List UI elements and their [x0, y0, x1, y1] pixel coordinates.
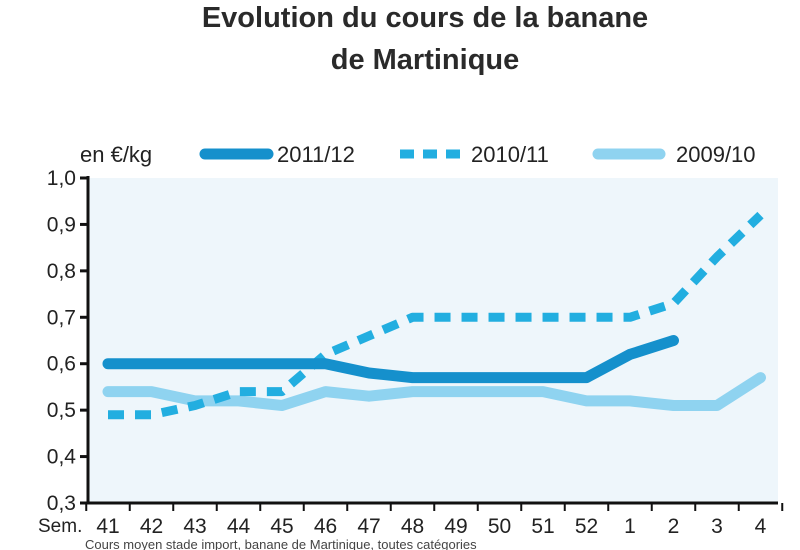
- unit-label: en €/kg: [80, 142, 152, 167]
- x-tick-label: 41: [96, 515, 119, 538]
- y-tick-label: 0,4: [47, 446, 77, 469]
- x-tick-label: 52: [575, 515, 598, 538]
- y-tick-label: 0,9: [47, 213, 76, 236]
- x-tick-label: 50: [488, 515, 511, 538]
- x-tick-label: 47: [357, 515, 380, 538]
- y-tick-label: 1,0: [47, 167, 76, 190]
- x-tick-label: 51: [531, 515, 554, 538]
- x-tick-label: 2: [668, 515, 680, 538]
- x-tick-label: 4: [755, 515, 767, 538]
- chart-title-line-2: de Martinique: [330, 44, 520, 76]
- series-line-2011-12: [102, 335, 679, 384]
- y-tick-label: 0,8: [47, 260, 76, 283]
- y-tick-label: 0,3: [47, 492, 76, 515]
- x-axis-prefix: Sem.: [38, 516, 82, 537]
- legend-label: 2011/12: [277, 142, 355, 167]
- x-tick-label: 49: [444, 515, 467, 538]
- legend-label: 2009/10: [676, 142, 756, 167]
- y-tick-label: 0,7: [47, 306, 76, 329]
- y-tick-label: 0,6: [47, 353, 76, 376]
- legend-label: 2010/11: [471, 142, 549, 167]
- x-tick-label: 43: [183, 515, 206, 538]
- x-tick-label: 42: [140, 515, 163, 538]
- x-tick-label: 44: [227, 515, 251, 538]
- x-tick-label: 46: [314, 515, 337, 538]
- x-tick-label: 48: [401, 515, 424, 538]
- y-tick-label: 0,5: [47, 399, 76, 422]
- legend: en €/kg 2011/12 2010/11 2009/10: [80, 142, 756, 167]
- footnote: Cours moyen stade import, banane de Mart…: [85, 537, 477, 550]
- x-tick-label: 3: [711, 515, 723, 538]
- chart-title-line-1: Evolution du cours de la banane: [201, 2, 649, 34]
- x-tick-label: 45: [270, 515, 293, 538]
- series-lines: [102, 211, 766, 420]
- x-tick-label: 1: [624, 515, 636, 538]
- series-line-2010-11: [108, 211, 764, 420]
